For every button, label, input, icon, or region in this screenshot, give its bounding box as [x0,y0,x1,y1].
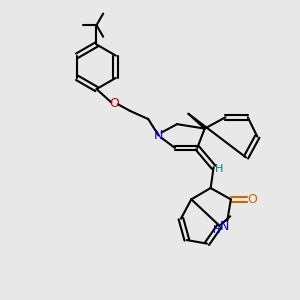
Text: O: O [248,193,257,206]
Text: H: H [215,164,224,174]
Text: N: N [154,129,163,142]
Text: O: O [109,97,119,110]
Text: N: N [220,220,229,232]
Text: H: H [213,225,220,235]
